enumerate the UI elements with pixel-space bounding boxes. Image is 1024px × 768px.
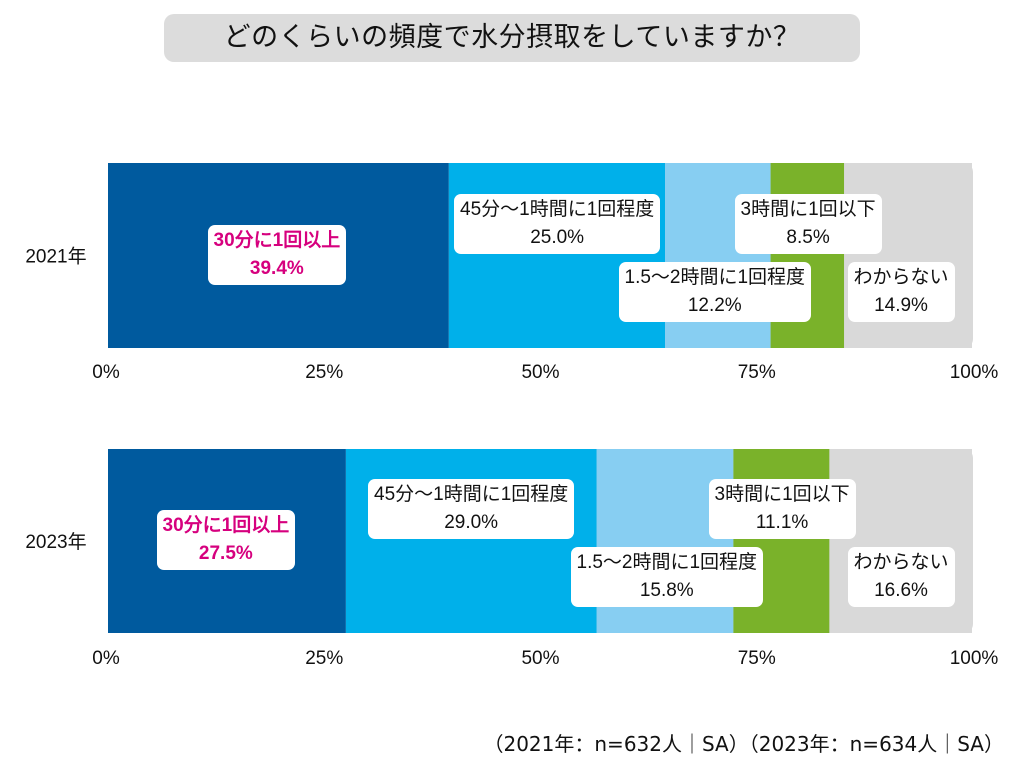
data-label: 3時間に1回以下 11.1%: [708, 479, 856, 539]
series-name: 45分〜1時間に1回程度: [460, 199, 655, 220]
data-label: 30分に1回以上 27.5%: [156, 510, 296, 570]
series-name: 3時間に1回以下: [740, 199, 876, 220]
x-tick-label: 100%: [950, 648, 999, 669]
value-label: 16.6%: [874, 580, 928, 601]
x-tick-label: 100%: [950, 362, 999, 383]
x-tick-label: 0%: [92, 362, 120, 383]
category-label: 2023年: [25, 531, 86, 553]
series-name: 45分〜1時間に1回程度: [374, 484, 569, 505]
x-tick-label: 75%: [738, 362, 776, 383]
x-tick-label: 75%: [738, 648, 776, 669]
value-label: 15.8%: [639, 580, 694, 601]
series-name: わからない: [853, 267, 949, 288]
series-name: 1.5〜2時間に1回程度: [576, 552, 758, 573]
x-tick-label: 25%: [305, 362, 343, 383]
chart-title: どのくらいの頻度で水分摂取をしていますか？: [164, 14, 860, 62]
value-label: 29.0%: [444, 512, 499, 533]
value-label: 14.9%: [874, 295, 928, 316]
x-tick-label: 50%: [521, 362, 559, 383]
data-label: わからない 16.6%: [847, 547, 955, 607]
data-label: 1.5〜2時間に1回程度 15.8%: [570, 547, 764, 607]
data-label: 30分に1回以上 39.4%: [207, 225, 347, 285]
value-label: 39.4%: [249, 258, 304, 279]
data-label: わからない 14.9%: [847, 262, 955, 322]
sample-size-note: （2021年：n=632人｜SA）（2023年：n=634人｜SA）: [483, 732, 1004, 756]
value-label: 11.1%: [755, 512, 809, 533]
data-label: 1.5〜2時間に1回程度 12.2%: [618, 262, 812, 322]
value-label: 8.5%: [786, 227, 830, 248]
series-name: 30分に1回以上: [162, 515, 290, 536]
value-label: 25.0%: [530, 227, 585, 248]
series-name: わからない: [853, 552, 949, 573]
series-name: 3時間に1回以下: [714, 484, 850, 505]
data-label: 45分〜1時間に1回程度 29.0%: [368, 479, 575, 539]
data-label: 3時間に1回以下 8.5%: [734, 194, 882, 254]
value-label: 12.2%: [687, 295, 742, 316]
category-label: 2021年: [25, 246, 86, 268]
data-label: 45分〜1時間に1回程度 25.0%: [454, 194, 661, 254]
value-label: 27.5%: [198, 543, 253, 564]
bar-segment: [345, 449, 597, 633]
series-name: 30分に1回以上: [213, 230, 341, 251]
series-name: 1.5〜2時間に1回程度: [624, 267, 806, 288]
x-tick-label: 25%: [305, 648, 343, 669]
x-tick-label: 0%: [92, 648, 120, 669]
x-tick-label: 50%: [521, 648, 559, 669]
